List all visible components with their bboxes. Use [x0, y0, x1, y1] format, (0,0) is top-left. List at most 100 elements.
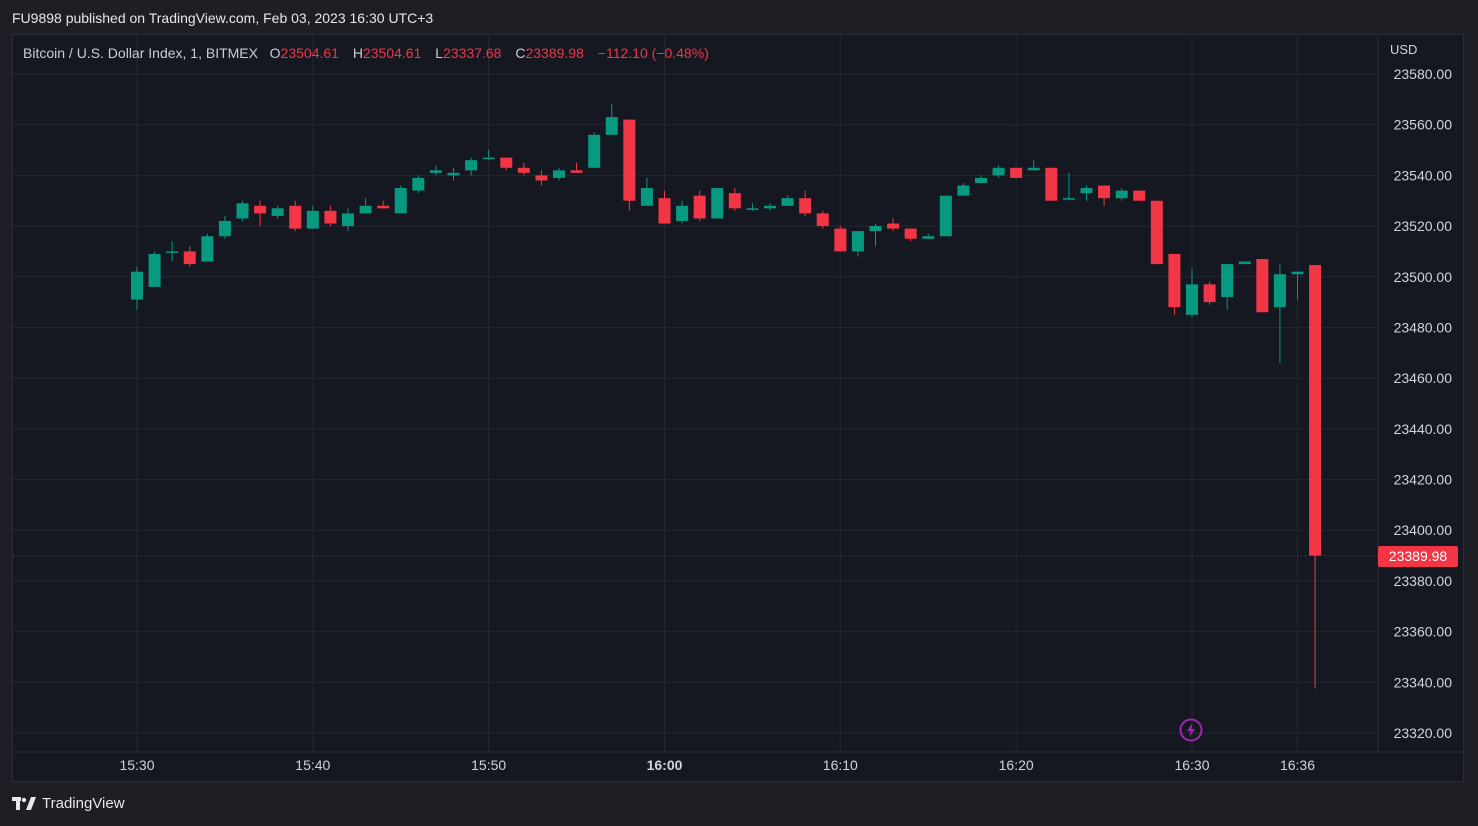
candle[interactable] [764, 203, 776, 211]
candle[interactable] [289, 200, 302, 232]
candle[interactable] [1133, 190, 1146, 201]
candle[interactable] [271, 205, 284, 219]
candle[interactable] [781, 195, 794, 206]
candle[interactable] [148, 251, 161, 287]
candle[interactable] [166, 241, 179, 262]
candle[interactable] [1027, 160, 1040, 171]
candle[interactable] [1309, 265, 1322, 689]
candle[interactable] [131, 266, 143, 310]
candle-body [412, 177, 425, 191]
candle-body [342, 213, 354, 227]
candle[interactable] [851, 231, 864, 257]
candle-body [1098, 185, 1111, 199]
candle-body [1186, 284, 1198, 315]
candle[interactable] [500, 157, 513, 171]
candle[interactable] [201, 233, 214, 262]
symbol-title: Bitcoin / U.S. Dollar Index, 1, BITMEX [23, 45, 258, 61]
candle[interactable] [254, 200, 267, 227]
candle[interactable] [799, 190, 812, 216]
candle[interactable] [183, 246, 196, 267]
candle[interactable] [429, 165, 442, 176]
candle-body [324, 210, 337, 224]
last-price-badge: 23389.98 [1378, 546, 1458, 567]
low-value: 23337.68 [443, 45, 502, 61]
candle[interactable] [324, 205, 337, 227]
candle[interactable] [465, 157, 478, 176]
candle-body [799, 198, 812, 214]
candle[interactable] [588, 132, 601, 168]
candle[interactable] [623, 119, 636, 211]
candle-body [728, 193, 741, 209]
candle[interactable] [535, 170, 548, 186]
candle[interactable] [1080, 185, 1093, 201]
candle-body [781, 198, 794, 206]
candle[interactable] [1221, 264, 1234, 310]
candle[interactable] [1238, 261, 1251, 265]
candle[interactable] [1045, 167, 1058, 201]
candle-body [500, 157, 513, 168]
chart-panel[interactable] [12, 34, 1464, 782]
candle[interactable] [394, 185, 407, 214]
candle[interactable] [711, 188, 724, 219]
candle[interactable] [746, 203, 759, 211]
candle[interactable] [1273, 264, 1286, 363]
candle-body [834, 228, 847, 252]
candle[interactable] [1256, 259, 1269, 313]
candle[interactable] [306, 205, 319, 229]
candle[interactable] [1115, 188, 1128, 201]
candle[interactable] [1168, 253, 1181, 315]
candle[interactable] [517, 162, 530, 176]
candle[interactable] [816, 210, 829, 229]
candle-body [201, 236, 214, 262]
candle[interactable] [887, 218, 900, 232]
y-tick-label: 23420.00 [1394, 472, 1453, 488]
tradingview-brand[interactable]: TradingView [12, 795, 125, 812]
candle[interactable] [447, 167, 460, 181]
candle[interactable] [640, 177, 653, 206]
candle[interactable] [359, 198, 372, 214]
candle[interactable] [1186, 269, 1198, 318]
candle[interactable] [728, 188, 741, 211]
candle-body [922, 236, 935, 239]
candle[interactable] [922, 233, 935, 239]
candle[interactable] [957, 182, 970, 196]
candle[interactable] [1098, 185, 1111, 206]
candle-body [1256, 259, 1269, 313]
candle-body [1168, 253, 1181, 308]
candle-body [992, 167, 1005, 176]
candle[interactable] [342, 208, 354, 232]
candle[interactable] [1062, 172, 1075, 201]
candle-body [535, 175, 548, 181]
candle[interactable] [1150, 200, 1163, 265]
candle[interactable] [869, 223, 882, 247]
x-tick-label: 16:30 [1174, 757, 1209, 773]
candle[interactable] [412, 175, 425, 194]
candle[interactable] [377, 200, 390, 209]
candle[interactable] [904, 228, 917, 242]
candle[interactable] [992, 165, 1005, 178]
candle[interactable] [1010, 167, 1023, 178]
candle[interactable] [975, 175, 987, 183]
candle[interactable] [218, 215, 231, 239]
candle[interactable] [658, 190, 671, 224]
candle[interactable] [605, 104, 618, 135]
candle[interactable] [939, 195, 952, 237]
candle-body [429, 170, 442, 173]
candle[interactable] [236, 200, 249, 222]
candle[interactable] [693, 190, 706, 222]
candle-body [693, 195, 706, 219]
candle[interactable] [1203, 281, 1216, 305]
candle[interactable] [482, 150, 495, 161]
y-tick-label: 23580.00 [1394, 66, 1453, 82]
candle[interactable] [553, 167, 565, 181]
lightning-bolt-icon[interactable] [1179, 718, 1203, 742]
candle-body [658, 198, 671, 224]
y-tick-label: 23360.00 [1394, 624, 1453, 640]
candle[interactable] [570, 162, 583, 173]
candle-body [1221, 264, 1234, 298]
candle[interactable] [676, 200, 689, 224]
candle-body [553, 170, 565, 178]
candle[interactable] [834, 226, 847, 252]
candle[interactable] [1291, 271, 1304, 300]
